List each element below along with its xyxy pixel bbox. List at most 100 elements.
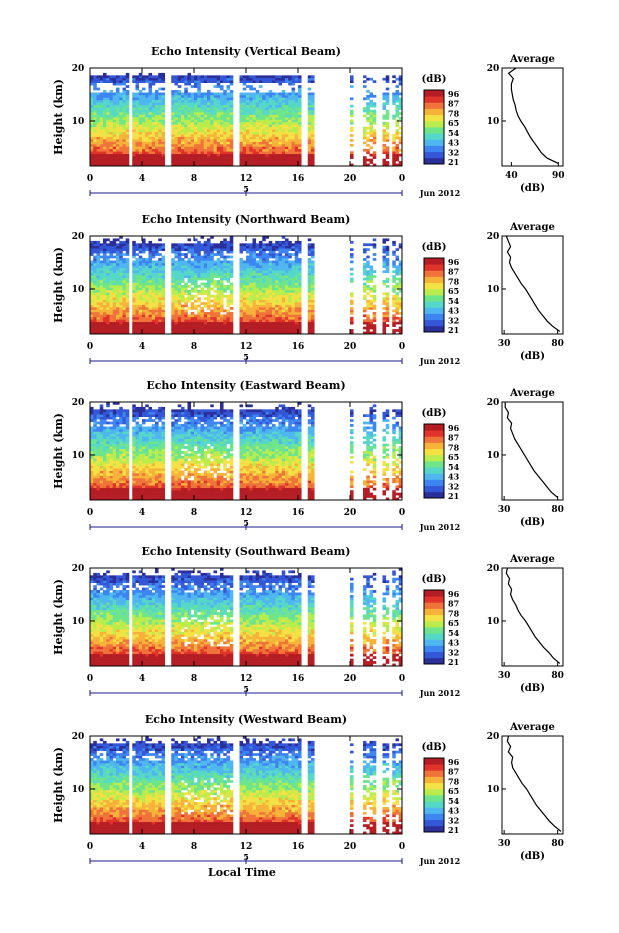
heatmap-cell: [123, 275, 127, 278]
heatmap-cell: [288, 305, 292, 308]
heatmap-cell: [171, 110, 175, 113]
heatmap-cell: [178, 161, 182, 164]
heatmap-cell: [227, 275, 231, 278]
heatmap-cell: [275, 119, 279, 122]
heatmap-cell: [249, 115, 253, 118]
heatmap-cell: [266, 278, 270, 281]
heatmap-cell: [93, 329, 97, 332]
heatmap-cell: [282, 278, 286, 281]
heatmap-cell: [223, 263, 227, 266]
heatmap-cell: [282, 117, 286, 120]
heatmap-cell: [370, 119, 374, 122]
heatmap-cell: [191, 268, 195, 271]
heatmap-cell: [110, 93, 114, 96]
heatmap-cell: [243, 75, 247, 78]
heatmap-cell: [311, 137, 315, 140]
heatmap-cell: [191, 324, 195, 327]
heatmap-cell: [97, 251, 101, 254]
heatmap-cell: [262, 161, 266, 164]
heatmap-cell: [243, 127, 247, 130]
heatmap-cell: [269, 159, 273, 162]
heatmap-cell: [363, 127, 367, 130]
heatmap-cell: [100, 273, 104, 276]
heatmap-cell: [119, 117, 123, 120]
heatmap-cell: [110, 290, 114, 293]
heatmap-cell: [139, 270, 143, 273]
heatmap-cell: [113, 329, 117, 332]
heatmap-cell: [220, 85, 224, 88]
heatmap-cell: [90, 95, 94, 98]
heatmap-cell: [93, 290, 97, 293]
heatmap-cell: [214, 322, 218, 325]
heatmap-cell: [197, 324, 201, 327]
heatmap-cell: [100, 161, 104, 164]
heatmap-cell: [370, 93, 374, 96]
heatmap-cell: [97, 151, 101, 154]
heatmap-cell: [243, 129, 247, 132]
heatmap-cell: [259, 283, 263, 286]
heatmap-cell: [272, 312, 276, 315]
heatmap-cell: [142, 151, 146, 154]
heatmap-cell: [175, 312, 179, 315]
heatmap-cell: [142, 319, 146, 322]
heatmap-cell: [142, 324, 146, 327]
heatmap-cell: [249, 85, 253, 88]
heatmap-cell: [246, 122, 250, 125]
heatmap-cell: [158, 124, 162, 127]
heatmap-cell: [373, 319, 377, 322]
heatmap-cell: [116, 75, 120, 78]
heatmap-cell: [123, 83, 127, 86]
heatmap-cell: [126, 295, 130, 298]
heatmap-cell: [188, 273, 192, 276]
heatmap-cell: [142, 142, 146, 145]
heatmap-cell: [197, 270, 201, 273]
heatmap-cell: [181, 112, 185, 115]
heatmap-cell: [149, 248, 153, 251]
heatmap-cell: [103, 246, 107, 249]
colorbar-swatch: [424, 258, 444, 265]
heatmap-cell: [152, 280, 156, 283]
heatmap-cell: [214, 93, 218, 96]
heatmap-cell: [103, 283, 107, 286]
heatmap-cell: [106, 275, 110, 278]
heatmap-cell: [223, 146, 227, 149]
heatmap-cell: [116, 159, 120, 162]
heatmap-cell: [119, 149, 123, 152]
heatmap-cell: [214, 129, 218, 132]
heatmap-cell: [240, 129, 244, 132]
heatmap-cell: [295, 322, 299, 325]
heatmap-cell: [93, 149, 97, 152]
heatmap-cell: [272, 105, 276, 108]
heatmap-cell: [93, 154, 97, 157]
colorbar-swatch: [424, 109, 444, 116]
heatmap-cell: [240, 132, 244, 135]
heatmap-cell: [292, 100, 296, 103]
heatmap-cell: [217, 270, 221, 273]
heatmap-cell: [262, 302, 266, 305]
heatmap-cell: [266, 256, 270, 259]
heatmap-cell: [175, 256, 179, 259]
heatmap-cell: [145, 132, 149, 135]
heatmap-cell: [227, 263, 231, 266]
heatmap-cell: [249, 287, 253, 290]
heatmap-cell: [119, 115, 123, 118]
heatmap-cell: [100, 100, 104, 103]
heatmap-cell: [298, 134, 302, 137]
heatmap-cell: [311, 146, 315, 149]
heatmap-cell: [256, 312, 260, 315]
heatmap-cell: [188, 100, 192, 103]
heatmap-cell: [145, 110, 149, 113]
heatmap-cell: [217, 292, 221, 295]
colorbar-tick-label: 21: [448, 325, 459, 335]
heatmap-cell: [149, 241, 153, 244]
heatmap-cell: [136, 278, 140, 281]
heatmap-cell: [181, 159, 185, 162]
heatmap-cell: [139, 90, 143, 93]
heatmap-cell: [158, 278, 162, 281]
heatmap-cell: [220, 305, 224, 308]
heatmap-cell: [272, 283, 276, 286]
heatmap-cell: [119, 161, 123, 164]
heatmap-cell: [204, 261, 208, 264]
heatmap-cell: [184, 305, 188, 308]
heatmap-cell: [243, 275, 247, 278]
